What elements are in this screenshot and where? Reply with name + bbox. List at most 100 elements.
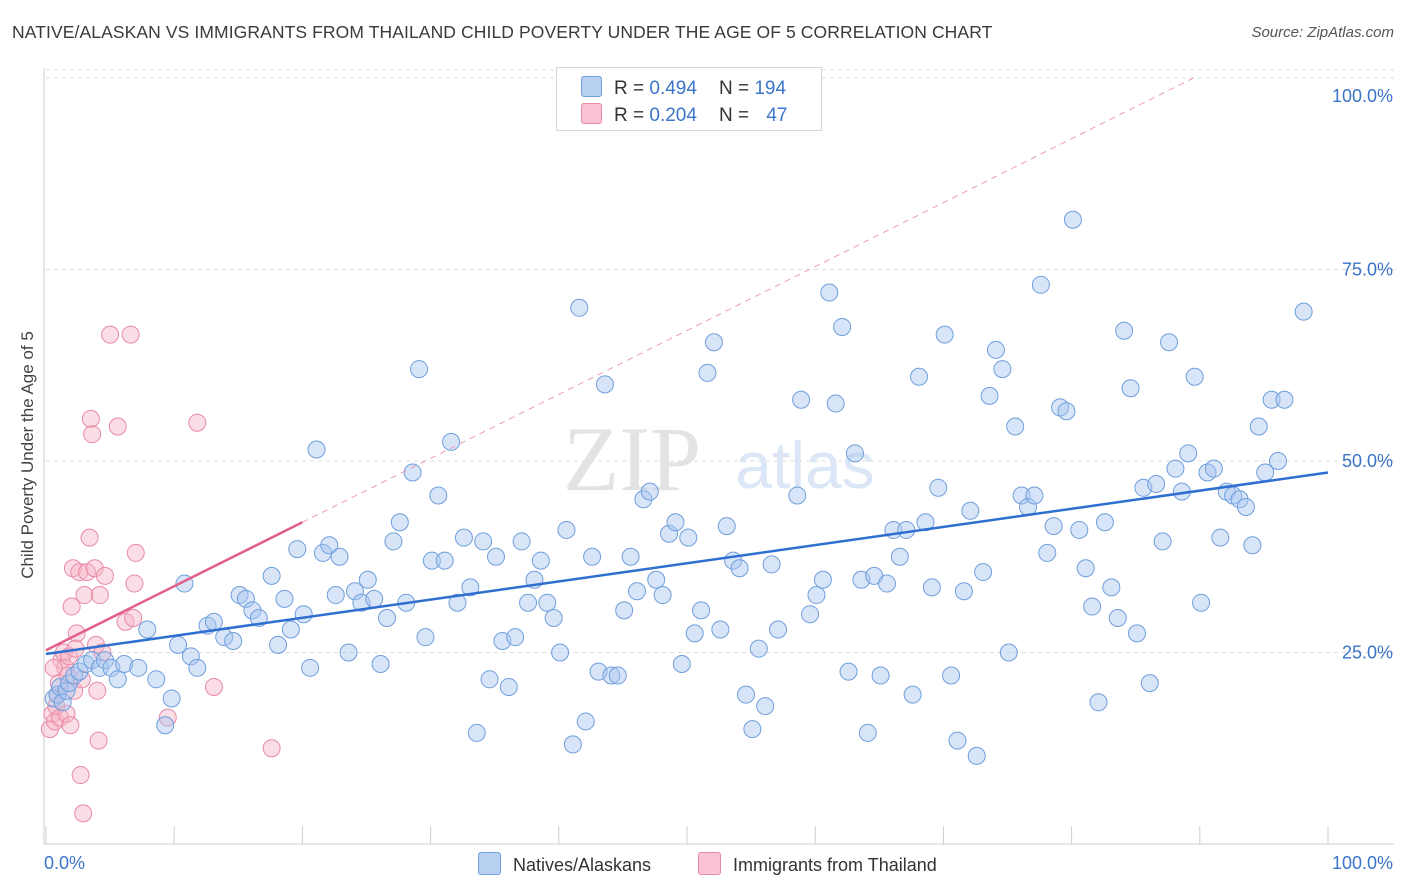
y-tick-label: 50.0% [1342, 451, 1393, 471]
natives-point [519, 593, 538, 612]
natives-point [839, 662, 858, 681]
thailand-point [83, 425, 102, 444]
natives-point [807, 586, 826, 605]
thailand-point [90, 586, 109, 605]
natives-point [1230, 490, 1249, 509]
natives-point [1179, 444, 1198, 463]
y-tick-label: 25.0% [1342, 643, 1393, 663]
bottom-legend-natives: Natives/Alaskans [478, 852, 651, 876]
natives-point [608, 666, 627, 685]
natives-point [897, 520, 916, 539]
stats-legend: R = 0.494 N = 194 R = 0.204 N = 47 [556, 67, 822, 131]
natives-point [467, 723, 486, 742]
natives-point [294, 605, 313, 624]
natives-point [717, 517, 736, 536]
thailand-point [70, 563, 89, 582]
natives-point [1147, 474, 1166, 493]
natives-point [563, 735, 582, 754]
thailand-point [125, 574, 144, 593]
thailand-point [204, 677, 223, 696]
natives-point [999, 643, 1018, 662]
axis-layer: 25.0% 50.0% 75.0% 100.0% 0.0% 100.0% [43, 68, 1394, 873]
thailand-point [108, 417, 127, 436]
bottom-legend-label-natives: Natives/Alaskans [513, 855, 652, 875]
natives-point [262, 566, 281, 585]
natives-point [749, 639, 768, 658]
natives-point [942, 666, 961, 685]
natives-point [954, 582, 973, 601]
natives-point [858, 723, 877, 742]
natives-point [1249, 417, 1268, 436]
natives-point [1102, 578, 1121, 597]
natives-point [640, 482, 659, 501]
natives-point [833, 317, 852, 336]
natives-point [1204, 459, 1223, 478]
natives-point [224, 632, 243, 651]
natives-point [1044, 517, 1063, 536]
natives-point [1243, 536, 1262, 555]
natives-point [53, 693, 72, 712]
natives-point [1083, 597, 1102, 616]
thailand-point [89, 731, 108, 750]
natives-point [1236, 497, 1255, 516]
legend-row-natives: R = 0.494 N = 194 [581, 76, 786, 100]
natives-point [307, 440, 326, 459]
natives-point [156, 716, 175, 735]
bottom-legend-thailand: Immigrants from Thailand [698, 852, 937, 876]
source-credit: Source: ZipAtlas.com [1251, 24, 1394, 41]
natives-point [743, 720, 762, 739]
thailand-point [61, 716, 80, 735]
natives-point [416, 628, 435, 647]
legend-n-label: N = [718, 78, 750, 99]
natives-point [557, 520, 576, 539]
natives-point [1166, 459, 1185, 478]
natives-point [877, 574, 896, 593]
natives-point [1115, 321, 1134, 340]
legend-n-thailand: 47 [766, 105, 788, 126]
legend-swatch-thailand [581, 103, 602, 124]
watermark-zip: ZIP [563, 408, 701, 510]
natives-point [435, 551, 454, 570]
natives-point [486, 547, 505, 566]
natives-point [685, 624, 704, 643]
legend-swatch-natives [581, 76, 602, 97]
natives-point [275, 589, 294, 608]
natives-point [692, 601, 711, 620]
thailand-point [71, 766, 90, 785]
natives-point [660, 524, 679, 543]
natives-point [480, 670, 499, 689]
natives-point [1127, 624, 1146, 643]
natives-point [365, 589, 384, 608]
natives-point [301, 658, 320, 677]
natives-point [666, 513, 685, 532]
thailand-points [40, 325, 281, 823]
natives-point [243, 601, 262, 620]
natives-point [1192, 593, 1211, 612]
thailand-point [80, 528, 99, 547]
natives-point [512, 532, 531, 551]
natives-point [961, 501, 980, 520]
thailand-point [75, 586, 94, 605]
natives-point [910, 367, 929, 386]
natives-point [1294, 302, 1313, 321]
thailand-point [67, 624, 86, 643]
natives-point [531, 551, 550, 570]
thailand-point [44, 658, 63, 677]
natives-point [499, 677, 518, 696]
natives-points [44, 210, 1313, 765]
natives-point [188, 658, 207, 677]
natives-point [813, 570, 832, 589]
natives-point [788, 486, 807, 505]
thailand-point [188, 413, 207, 432]
legend-row-thailand: R = 0.204 N = 47 [581, 103, 787, 127]
chart-title: NATIVE/ALASKAN VS IMMIGRANTS FROM THAILA… [12, 22, 993, 42]
bottom-legend-swatch-thailand [698, 852, 721, 875]
natives-point [826, 394, 845, 413]
thailand-point [121, 325, 140, 344]
legend-n-natives: 194 [754, 78, 787, 99]
natives-point [1089, 693, 1108, 712]
natives-point [70, 662, 89, 681]
natives-point [1275, 390, 1294, 409]
natives-point [320, 536, 339, 555]
